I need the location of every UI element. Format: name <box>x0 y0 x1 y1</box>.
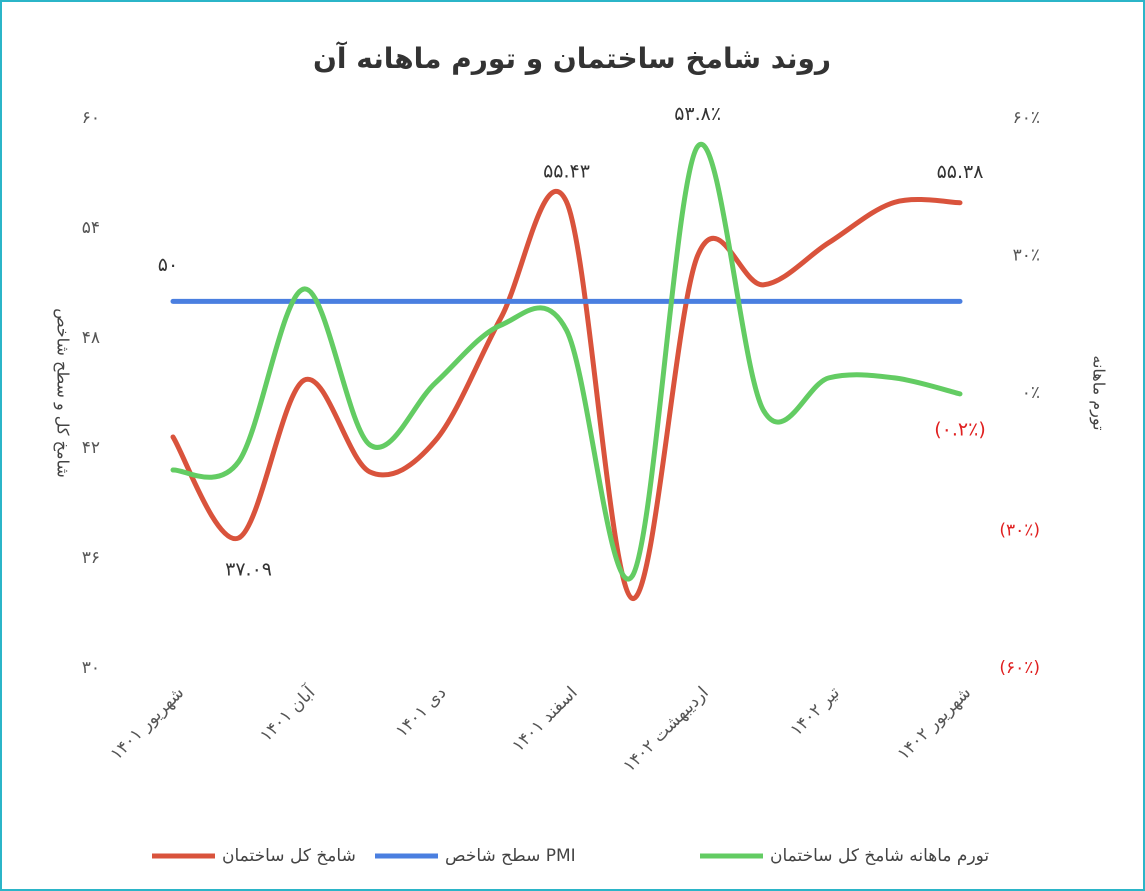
y-axis-label: شامخ کل و سطح شاخص <box>53 308 73 478</box>
data-label: ۵۵.۳۸ <box>937 161 984 183</box>
data-label: ۵۰ <box>158 254 178 276</box>
series-line <box>170 189 963 601</box>
y-tick-label: ۳۶ <box>82 548 100 568</box>
y2-tick-label: ۳۰٪ <box>1013 246 1040 266</box>
data-label: ۵۳.۸٪ <box>674 103 721 125</box>
y-tick-label: ۵۴ <box>82 218 100 238</box>
legend-label: تورم ماهانه شامخ کل ساختمان <box>770 846 989 866</box>
y-tick-label: ۳۰ <box>82 658 100 678</box>
legend-label: سطح شاخص PMI <box>445 846 576 866</box>
data-label: (۰.۲٪) <box>934 418 985 440</box>
data-label: ۵۵.۴۳ <box>543 160 590 182</box>
legend-label: شامخ کل ساختمان <box>222 846 356 866</box>
y2-tick-label: ۰٪ <box>1022 383 1040 403</box>
y2-tick-label: (۶۰٪) <box>999 658 1040 678</box>
y2-axis-label: تورم ماهانه <box>1089 355 1109 430</box>
series-line <box>170 141 963 582</box>
chart-title: روند شامخ ساختمان و تورم ماهانه آن <box>313 41 831 75</box>
y-tick-label: ۴۸ <box>82 328 100 348</box>
y-tick-label: ۶۰ <box>82 108 100 128</box>
y2-tick-label: (۳۰٪) <box>999 521 1040 541</box>
data-label: ۳۷.۰۹ <box>225 559 272 581</box>
y-tick-label: ۴۲ <box>82 438 100 458</box>
y2-tick-label: ۶۰٪ <box>1013 108 1040 128</box>
